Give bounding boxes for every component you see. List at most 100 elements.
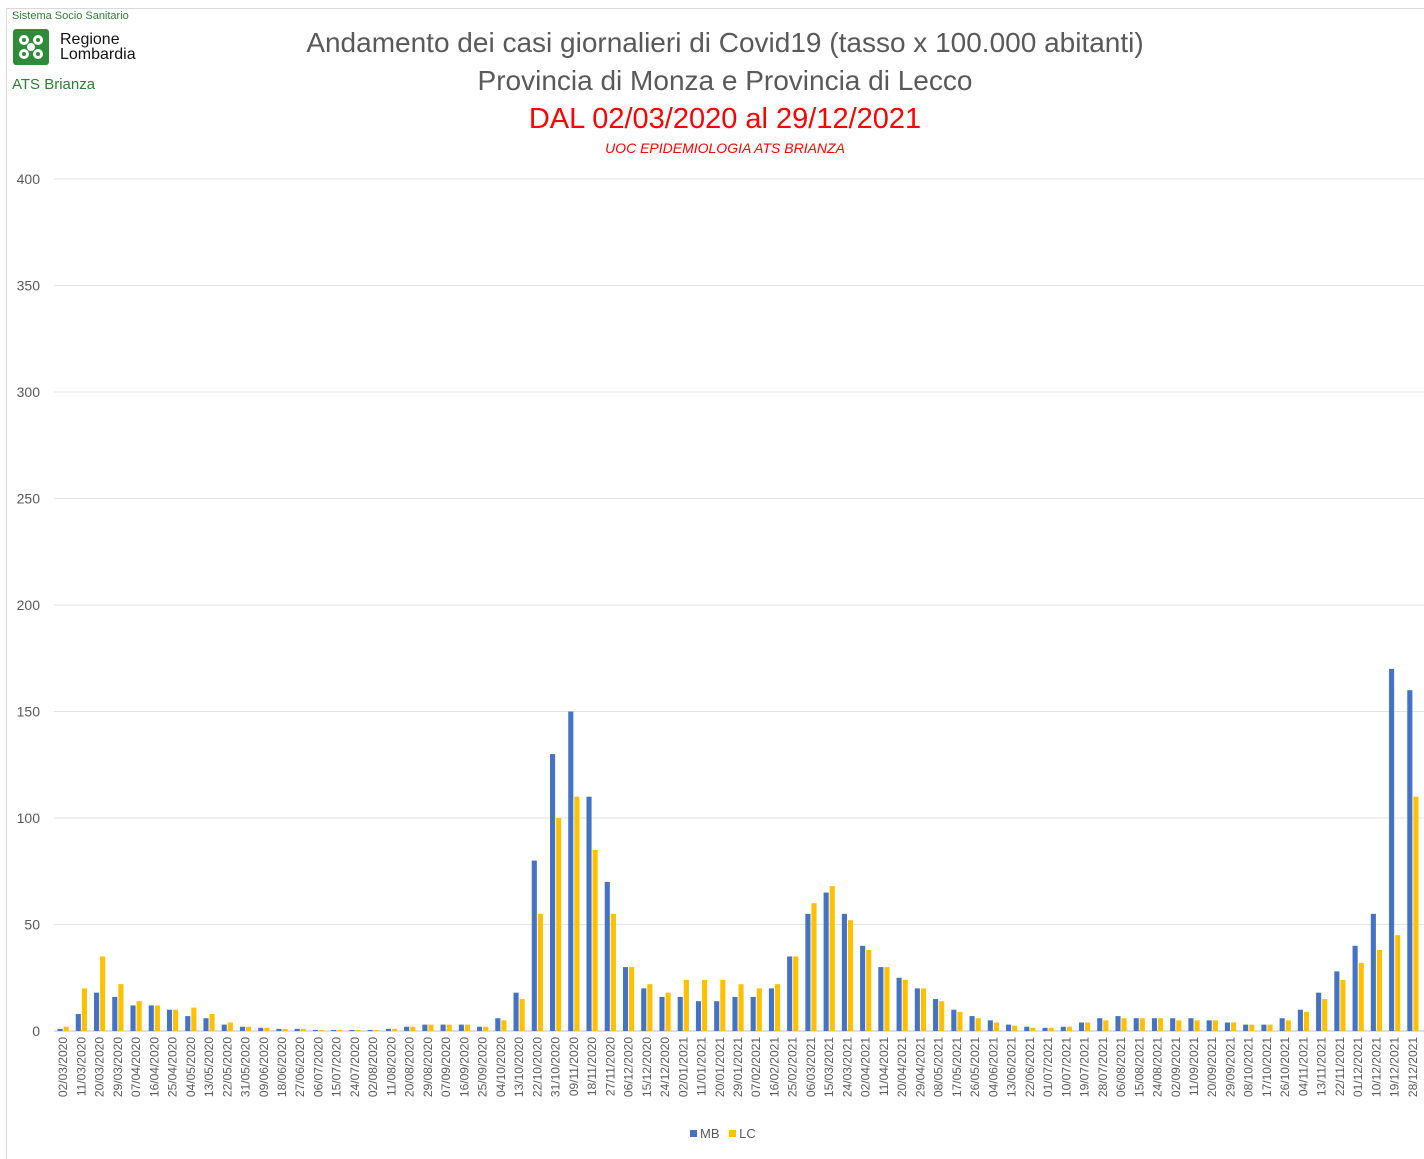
bar-mb (878, 967, 884, 1031)
x-tick-label: 20/08/2020 (403, 1037, 417, 1097)
bar-lc (1048, 1027, 1054, 1031)
bar-lc (1212, 1020, 1218, 1031)
bar-mb (823, 892, 829, 1031)
x-tick-label: 11/09/2021 (1187, 1037, 1201, 1096)
bar-mb (404, 1026, 410, 1031)
bar-lc (592, 849, 598, 1031)
bar-mb (1115, 1016, 1121, 1031)
bar-lc (337, 1029, 343, 1031)
x-tick-label: 29/01/2021 (731, 1037, 745, 1097)
bar-mb (1060, 1026, 1066, 1031)
x-tick-label: 07/09/2020 (439, 1037, 453, 1097)
bar-lc (574, 796, 580, 1031)
x-tick-label: 24/08/2021 (1151, 1037, 1165, 1097)
bar-lc (738, 984, 744, 1031)
bar-mb (1078, 1022, 1085, 1031)
bar-mb (677, 996, 683, 1031)
bar-mb (531, 860, 537, 1031)
bar-lc (629, 967, 635, 1031)
x-tick-label: 20/04/2021 (895, 1037, 909, 1097)
bar-mb (1224, 1022, 1230, 1031)
y-tick-label: 50 (24, 917, 40, 933)
bar-lc (556, 818, 562, 1031)
x-tick-label: 11/08/2020 (384, 1037, 398, 1096)
bar-lc (63, 1026, 69, 1031)
bar-lc (1066, 1026, 1072, 1031)
bar-mb (477, 1026, 483, 1031)
bar-lc (811, 903, 817, 1031)
logo-bottom-text: ATS Brianza (12, 76, 96, 93)
legend-item-lc: LC (729, 1126, 756, 1141)
bar-lc (975, 1018, 981, 1031)
bar-lc (209, 1013, 215, 1031)
chart-frame (6, 8, 1424, 1159)
x-tick-label: 24/12/2020 (658, 1037, 672, 1097)
bar-lc (1121, 1018, 1127, 1031)
bar-lc (665, 992, 671, 1031)
x-tick-label: 27/11/2020 (603, 1037, 617, 1096)
bar-lc (173, 1009, 179, 1031)
bar-lc (136, 1001, 142, 1031)
x-tick-label: 29/08/2020 (421, 1037, 435, 1097)
bar-mb (1352, 945, 1358, 1031)
bar-mb (148, 1005, 154, 1031)
x-tick-label: 29/04/2021 (913, 1037, 927, 1097)
x-tick-label: 15/12/2020 (640, 1037, 654, 1097)
bar-mb (1170, 1018, 1176, 1031)
bar-lc (391, 1028, 398, 1031)
x-tick-label: 20/09/2021 (1205, 1037, 1219, 1097)
x-tick-label: 24/03/2021 (840, 1037, 854, 1097)
bar-lc (118, 984, 124, 1031)
x-tick-label: 25/09/2020 (476, 1037, 490, 1097)
x-tick-label: 06/07/2020 (311, 1037, 325, 1097)
bar-lc (446, 1024, 452, 1031)
bar-lc (829, 886, 835, 1031)
logo-top-text: Sistema Socio Sanitario (12, 10, 129, 22)
bar-lc (1030, 1027, 1036, 1031)
bar-lc (647, 984, 653, 1031)
bar-mb (787, 956, 793, 1031)
bar-lc (793, 956, 799, 1031)
x-tick-label: 18/11/2020 (585, 1037, 599, 1096)
bar-mb (549, 754, 556, 1031)
bar-mb (239, 1026, 246, 1031)
bar-mb (714, 1001, 720, 1031)
bar-mb (367, 1029, 373, 1031)
bar-mb (203, 1018, 209, 1031)
bar-lc (264, 1027, 270, 1031)
bar-mb (385, 1028, 391, 1031)
chart-source: UOC EPIDEMIOLOGIA ATS BRIANZA (605, 140, 845, 156)
bar-lc (1103, 1020, 1109, 1031)
bar-mb (1243, 1024, 1249, 1031)
y-tick-label: 150 (17, 704, 41, 720)
bar-mb (1316, 992, 1322, 1031)
x-tick-label: 01/12/2021 (1351, 1037, 1365, 1097)
bar-lc (191, 1007, 197, 1031)
y-tick-label: 100 (17, 810, 41, 826)
x-tick-label: 13/10/2020 (512, 1037, 526, 1097)
x-tick-label: 16/04/2020 (147, 1037, 161, 1097)
x-tick-label: 13/06/2021 (1005, 1037, 1019, 1097)
bar-lc (866, 950, 872, 1031)
x-tick-label: 10/07/2021 (1059, 1037, 1073, 1097)
bar-lc (1376, 950, 1383, 1031)
bar-mb (1297, 1009, 1303, 1031)
bar-mb (896, 977, 902, 1031)
chart-titles: Andamento dei casi giornalieri di Covid1… (0, 24, 1424, 158)
bar-mb (1005, 1024, 1012, 1031)
bar-lc (610, 913, 616, 1031)
bar-lc (300, 1028, 306, 1031)
bar-lc (355, 1029, 361, 1031)
bar-lc (1358, 962, 1364, 1031)
x-tick-label: 02/01/2021 (676, 1037, 690, 1097)
regione-lombardia-logo: Sistema Socio Sanitario Regione Lombardi… (12, 10, 172, 100)
bar-lc (501, 1020, 507, 1031)
y-tick-label: 300 (17, 384, 41, 400)
chart-title: Andamento dei casi giornalieri di Covid1… (306, 27, 1144, 58)
bar-lc (428, 1024, 434, 1031)
bar-mb (1261, 1024, 1267, 1031)
bar-mb (440, 1024, 446, 1031)
bar-lc (246, 1026, 252, 1031)
bar-mb (732, 996, 738, 1031)
x-tick-label: 17/10/2021 (1260, 1037, 1274, 1097)
